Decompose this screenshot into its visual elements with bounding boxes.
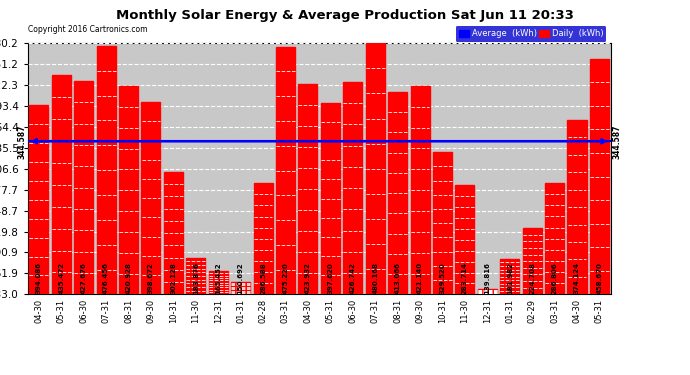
Bar [590, 59, 609, 294]
Text: 420.928: 420.928 [126, 262, 132, 294]
Text: 476.456: 476.456 [103, 262, 109, 294]
Text: 421.140: 421.140 [417, 261, 423, 294]
Text: 165.452: 165.452 [215, 262, 221, 294]
Text: 224.708: 224.708 [529, 262, 535, 294]
Legend: Average  (kWh), Daily  (kWh): Average (kWh), Daily (kWh) [455, 26, 607, 42]
Text: 283.714: 283.714 [462, 262, 468, 294]
Text: 435.472: 435.472 [58, 262, 64, 294]
Bar [208, 271, 228, 294]
Bar [522, 228, 542, 294]
Bar [343, 82, 362, 294]
Bar [164, 172, 183, 294]
Text: Copyright 2016 Cartronics.com: Copyright 2016 Cartronics.com [28, 26, 147, 34]
Text: 302.128: 302.128 [170, 262, 177, 294]
Text: 423.932: 423.932 [305, 262, 311, 294]
Bar [366, 43, 385, 294]
Text: 458.670: 458.670 [596, 262, 602, 294]
Text: 426.742: 426.742 [350, 262, 356, 294]
Text: 286.588: 286.588 [260, 262, 266, 294]
Bar [186, 258, 206, 294]
Text: Monthly Solar Energy & Average Production Sat Jun 11 20:33: Monthly Solar Energy & Average Productio… [116, 9, 574, 22]
Bar [567, 120, 586, 294]
Bar [477, 290, 497, 294]
Text: 139.816: 139.816 [484, 262, 491, 294]
Bar [298, 84, 317, 294]
Bar [253, 183, 273, 294]
Text: 398.672: 398.672 [148, 262, 154, 294]
Bar [52, 75, 71, 294]
Bar [97, 46, 116, 294]
Text: 183.876: 183.876 [193, 262, 199, 294]
Bar [231, 282, 250, 294]
Text: 397.620: 397.620 [327, 262, 333, 294]
Text: 394.086: 394.086 [36, 262, 42, 294]
Text: 413.066: 413.066 [395, 262, 401, 294]
Text: 427.676: 427.676 [81, 262, 87, 294]
Text: 480.168: 480.168 [372, 262, 378, 294]
Text: 286.806: 286.806 [551, 262, 558, 294]
Bar [500, 259, 520, 294]
Bar [141, 102, 161, 294]
Text: 374.124: 374.124 [574, 261, 580, 294]
Text: 150.692: 150.692 [237, 262, 244, 294]
Bar [411, 86, 430, 294]
Bar [455, 185, 475, 294]
Bar [276, 47, 295, 294]
Bar [74, 81, 93, 294]
Bar [545, 183, 564, 294]
Text: 329.520: 329.520 [440, 262, 446, 294]
Bar [433, 152, 452, 294]
Text: 475.220: 475.220 [282, 262, 288, 294]
Bar [388, 92, 407, 294]
Bar [321, 103, 340, 294]
Bar [29, 105, 48, 294]
Text: 181.982: 181.982 [506, 262, 513, 294]
Bar [119, 86, 138, 294]
